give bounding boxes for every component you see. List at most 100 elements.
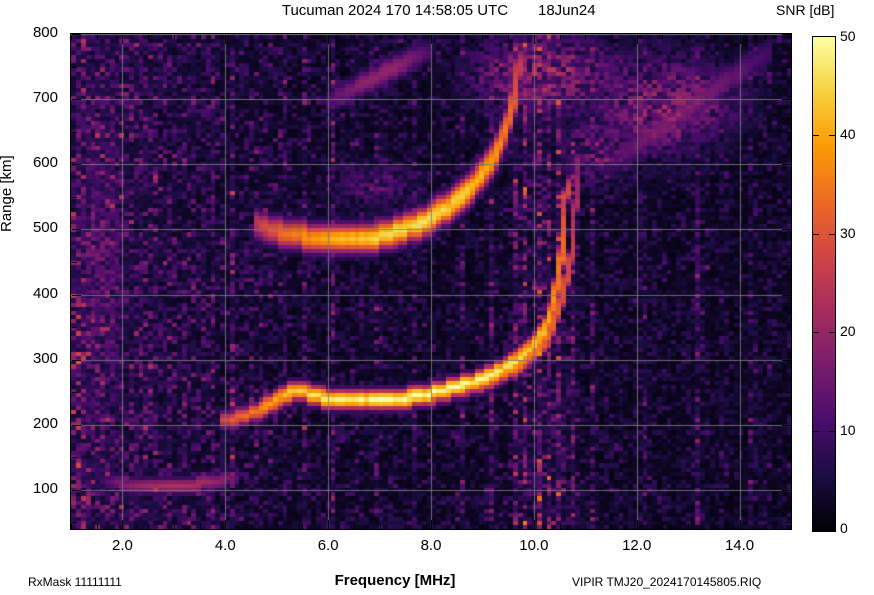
y-minor-tick	[72, 392, 77, 393]
x-tick-mark	[328, 520, 329, 529]
y-tick-label-800: 800	[32, 24, 58, 41]
x-minor-tick	[97, 524, 98, 529]
colorbar-tick-mark-right	[829, 234, 835, 235]
x-tick-mark-top	[431, 35, 432, 44]
x-minor-tick	[277, 524, 278, 529]
x-minor-tick-top	[482, 35, 483, 40]
x-tick-mark-top	[534, 35, 535, 44]
x-minor-tick-top	[714, 35, 715, 40]
colorbar-tick-mark	[813, 135, 819, 136]
colorbar-tick-label-50: 50	[840, 28, 856, 44]
x-minor-tick-top	[200, 35, 201, 40]
x-tick-label-6: 6.0	[317, 537, 339, 554]
x-minor-tick-top	[457, 35, 458, 40]
y-minor-tick-right	[786, 132, 791, 133]
colorbar[interactable]	[812, 36, 836, 532]
colorbar-tick-mark-right	[829, 431, 835, 432]
x-minor-tick-top	[174, 35, 175, 40]
y-tick-mark	[72, 229, 81, 230]
x-minor-tick	[791, 524, 792, 529]
y-minor-tick-right	[786, 522, 791, 523]
y-tick-label-100: 100	[32, 479, 58, 497]
x-minor-tick	[302, 524, 303, 529]
colorbar-gradient	[813, 37, 835, 531]
y-minor-tick-right	[786, 392, 791, 393]
x-minor-tick	[611, 524, 612, 529]
x-tick-mark	[740, 520, 741, 529]
x-minor-tick	[482, 524, 483, 529]
y-tick-mark	[72, 164, 81, 165]
y-tick-mark-right	[782, 34, 791, 35]
y-minor-tick	[72, 197, 77, 198]
y-tick-mark-right	[782, 490, 791, 491]
x-tick-mark-top	[328, 35, 329, 44]
x-minor-tick-top	[302, 35, 303, 40]
y-minor-tick	[72, 262, 77, 263]
y-axis-label: Range [km]	[0, 155, 15, 232]
x-minor-tick	[354, 524, 355, 529]
x-minor-tick	[380, 524, 381, 529]
y-minor-tick-right	[786, 327, 791, 328]
x-minor-tick	[585, 524, 586, 529]
x-minor-tick	[560, 524, 561, 529]
x-minor-tick	[174, 524, 175, 529]
y-minor-tick-right	[786, 67, 791, 68]
y-tick-mark	[72, 34, 81, 35]
x-minor-tick-top	[585, 35, 586, 40]
colorbar-tick-label-20: 20	[840, 323, 856, 340]
y-tick-mark	[72, 360, 81, 361]
y-tick-label-400: 400	[32, 284, 58, 302]
x-minor-tick	[405, 524, 406, 529]
colorbar-tick-mark	[813, 234, 819, 235]
colorbar-tick-mark	[813, 332, 819, 333]
x-tick-mark	[225, 520, 226, 529]
x-minor-tick	[765, 524, 766, 529]
x-tick-label-4: 4.0	[214, 537, 236, 554]
y-minor-tick	[72, 457, 77, 458]
x-minor-tick	[148, 524, 149, 529]
y-tick-mark-right	[782, 360, 791, 361]
rxmask-label: RxMask 11111111	[28, 575, 122, 589]
y-minor-tick	[72, 132, 77, 133]
y-tick-mark-right	[782, 99, 791, 100]
y-tick-label-700: 700	[32, 89, 58, 107]
x-minor-tick	[200, 524, 201, 529]
ionogram-heatmap[interactable]	[71, 34, 791, 529]
x-minor-tick-top	[71, 35, 72, 40]
y-minor-tick-right	[786, 262, 791, 263]
y-tick-label-500: 500	[32, 219, 58, 237]
y-tick-mark-right	[782, 164, 791, 165]
x-minor-tick-top	[354, 35, 355, 40]
colorbar-title: SNR [dB]	[776, 2, 835, 18]
source-file-label: VIPIR TMJ20_2024170145805.RIQ	[572, 575, 762, 589]
x-tick-label-2: 2.0	[111, 537, 133, 554]
colorbar-tick-label-40: 40	[840, 126, 856, 143]
y-tick-mark	[72, 99, 81, 100]
y-tick-mark-right	[782, 295, 791, 296]
colorbar-tick-mark-right	[829, 135, 835, 136]
y-tick-mark-right	[782, 425, 791, 426]
page-title: Tucuman 2024 170 14:58:05 UTC	[281, 2, 509, 19]
x-minor-tick-top	[791, 35, 792, 40]
x-tick-label-8: 8.0	[420, 537, 442, 554]
y-minor-tick	[72, 67, 77, 68]
x-minor-tick-top	[148, 35, 149, 40]
x-tick-mark-top	[225, 35, 226, 44]
y-minor-tick	[72, 522, 77, 523]
x-minor-tick-top	[611, 35, 612, 40]
y-tick-mark	[72, 295, 81, 296]
x-axis-label: Frequency [MHz]	[334, 572, 456, 589]
x-tick-label-14: 14.0	[724, 537, 755, 554]
x-minor-tick-top	[508, 35, 509, 40]
ionogram-plot[interactable]	[70, 33, 792, 530]
colorbar-tick-label-10: 10	[840, 421, 856, 438]
colorbar-tick-mark-right	[829, 332, 835, 333]
x-tick-label-10: 10.0	[519, 537, 549, 554]
x-tick-label-12: 12.0	[622, 537, 652, 554]
title-date: 18Jun24	[538, 2, 596, 19]
x-tick-mark-top	[740, 35, 741, 44]
x-minor-tick-top	[765, 35, 766, 40]
colorbar-tick-label-0: 0	[840, 520, 848, 536]
x-minor-tick-top	[251, 35, 252, 40]
x-minor-tick-top	[277, 35, 278, 40]
